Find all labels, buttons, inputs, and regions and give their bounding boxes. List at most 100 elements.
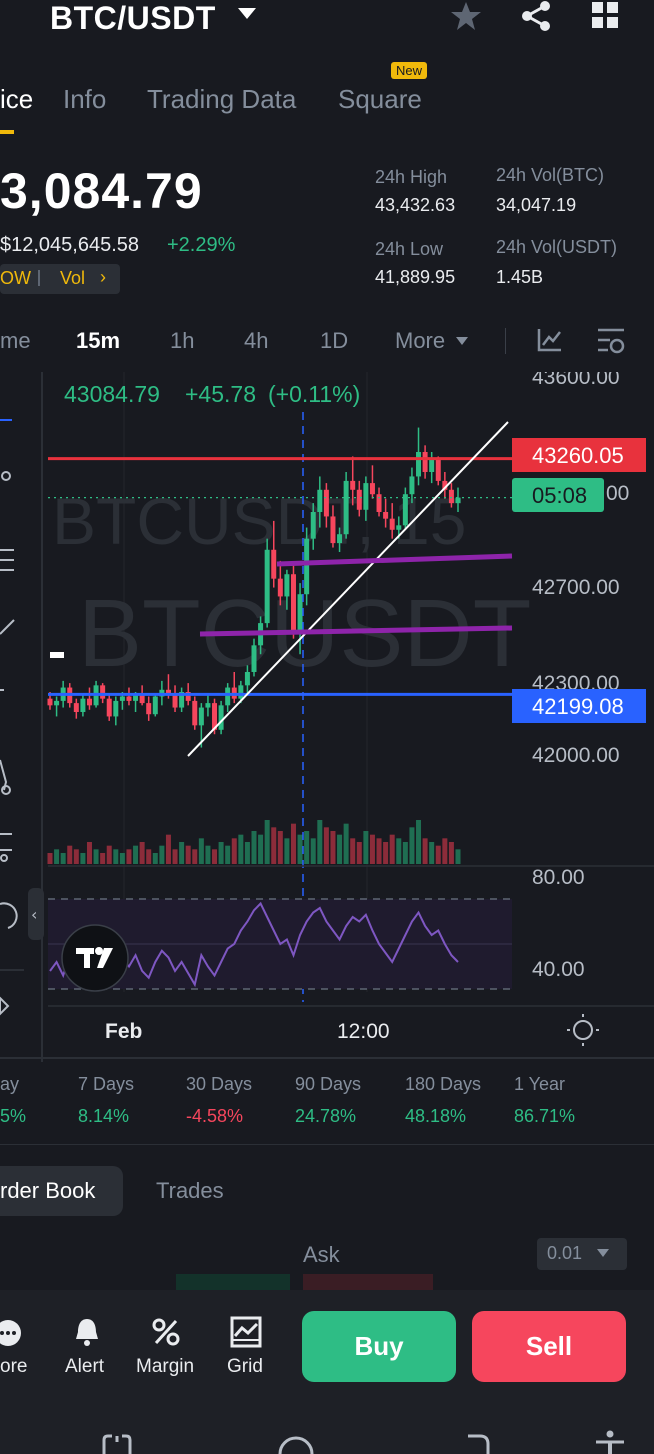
- horizontal-ray-upper[interactable]: [276, 553, 513, 567]
- volume-bar: [251, 831, 257, 864]
- price-chart[interactable]: ‹ BTCUSDT, 15 BTCUSDT 43084.79 +45.78 (+…: [0, 372, 654, 1062]
- alert-label[interactable]: Alert: [65, 1356, 105, 1377]
- volume-bar: [429, 842, 435, 864]
- candle-body: [271, 549, 277, 579]
- info-percent: (+0.11%): [268, 381, 360, 407]
- caret-down-icon[interactable]: [238, 8, 256, 19]
- candle-body: [297, 594, 303, 632]
- volume-bar: [172, 849, 178, 864]
- measure-tool-icon[interactable]: [0, 833, 12, 862]
- eraser-tool-icon[interactable]: [0, 996, 10, 1016]
- pair-selector[interactable]: BTC/USDT: [50, 0, 216, 36]
- recents-icon[interactable]: [100, 1432, 134, 1454]
- fib-tool-icon[interactable]: [0, 549, 14, 571]
- interval-1d[interactable]: 1D: [320, 328, 349, 353]
- perf-label: 30 Days: [186, 1074, 253, 1094]
- interval-4h[interactable]: 4h: [244, 328, 269, 353]
- ask-header: Ask: [303, 1242, 340, 1267]
- tag-bar[interactable]: OW Vol ›: [0, 264, 120, 294]
- grid-trading-icon[interactable]: [230, 1316, 262, 1348]
- tab-trading-data[interactable]: Trading Data: [147, 84, 297, 114]
- stat-low-value: 41,889.95: [375, 267, 456, 287]
- candles-layer: [47, 427, 461, 748]
- home-icon[interactable]: [276, 1430, 316, 1454]
- alert-marker[interactable]: [50, 652, 64, 658]
- y-tick: 42700.00: [532, 576, 620, 599]
- tag-pow[interactable]: OW: [0, 268, 31, 288]
- theme-toggle-icon[interactable]: [567, 1014, 599, 1046]
- volume-bar: [290, 823, 296, 864]
- stat-vol-btc-label: 24h Vol(BTC): [496, 165, 605, 185]
- interval-15m[interactable]: 15m: [76, 328, 121, 353]
- tab-price[interactable]: ice: [0, 84, 34, 114]
- candle-body: [179, 692, 185, 708]
- tag-vol[interactable]: Vol: [60, 268, 86, 288]
- magnet-tool-icon[interactable]: [0, 902, 18, 929]
- volume-bar: [337, 834, 343, 864]
- header-bar: BTC/USDT: [0, 0, 654, 44]
- volume-bar: [317, 820, 323, 864]
- interval-more[interactable]: More: [395, 328, 446, 353]
- more-icon[interactable]: [0, 1318, 24, 1348]
- tab-info[interactable]: Info: [63, 84, 107, 114]
- candle-body: [284, 574, 290, 597]
- tab-orderbook[interactable]: rder Book: [0, 1178, 96, 1203]
- candle-body: [119, 696, 125, 701]
- precision-value: 0.01: [547, 1243, 583, 1263]
- buy-button[interactable]: Buy: [302, 1311, 456, 1382]
- volume-bar: [376, 838, 382, 864]
- back-icon[interactable]: [462, 1432, 492, 1454]
- ask-depth-bar: [303, 1274, 433, 1290]
- bell-icon[interactable]: [72, 1316, 102, 1348]
- tab-trades[interactable]: Trades: [156, 1178, 224, 1203]
- tab-square[interactable]: Square: [338, 84, 422, 114]
- volume-bar: [422, 838, 428, 864]
- volume-bar: [271, 827, 277, 864]
- margin-label[interactable]: Margin: [136, 1356, 195, 1377]
- grid-menu-icon[interactable]: [588, 0, 624, 32]
- more-label[interactable]: ore: [0, 1356, 28, 1377]
- sell-button[interactable]: Sell: [472, 1311, 626, 1382]
- volume-bar: [198, 838, 204, 864]
- tradingview-logo: [61, 924, 129, 992]
- chevron-right-icon[interactable]: ›: [100, 267, 106, 287]
- indicator-icon[interactable]: [536, 326, 564, 354]
- star-icon[interactable]: [448, 0, 484, 32]
- share-icon[interactable]: [518, 0, 554, 32]
- volume-bar: [435, 845, 441, 864]
- y-tick: 42000.00: [532, 744, 620, 767]
- candle-body: [330, 516, 336, 544]
- candle-body: [317, 489, 323, 512]
- line-tool-icon[interactable]: [0, 619, 15, 635]
- volume-bar: [100, 853, 106, 864]
- fiat-price: $12,045,645.58: [0, 234, 140, 256]
- resistance-label: 43260.05: [532, 443, 624, 468]
- candle-body: [356, 489, 362, 510]
- perf-label: 1 Year: [514, 1074, 566, 1094]
- interval-time[interactable]: me: [0, 328, 31, 353]
- resistance-label-bg: [512, 438, 646, 472]
- volume-bar: [284, 838, 290, 864]
- volume-bar: [356, 842, 362, 864]
- horizontal-ray-lower[interactable]: [199, 625, 513, 637]
- interval-1h[interactable]: 1h: [170, 328, 195, 353]
- pattern-tool-icon[interactable]: [0, 759, 8, 791]
- volume-bar: [396, 838, 402, 864]
- volume-bar: [86, 842, 92, 864]
- margin-icon[interactable]: [150, 1316, 182, 1348]
- volume-bar: [350, 838, 356, 864]
- toolbar-collapse-button[interactable]: [28, 888, 44, 940]
- caret-down-icon[interactable]: [456, 337, 468, 345]
- candle-body: [442, 480, 448, 490]
- trendline[interactable]: [187, 421, 509, 757]
- tab-orderbook-bg[interactable]: [0, 1166, 123, 1216]
- trend-tool-icon[interactable]: [1, 471, 11, 481]
- accessibility-icon[interactable]: [594, 1430, 626, 1454]
- grid-label[interactable]: Grid: [227, 1356, 263, 1377]
- chart-settings-icon[interactable]: [596, 326, 626, 356]
- volume-bar: [304, 831, 310, 864]
- volume-bar: [106, 845, 112, 864]
- precision-select[interactable]: 0.01: [537, 1238, 627, 1270]
- volume-bar: [258, 834, 264, 864]
- stat-high-label: 24h High: [375, 167, 448, 187]
